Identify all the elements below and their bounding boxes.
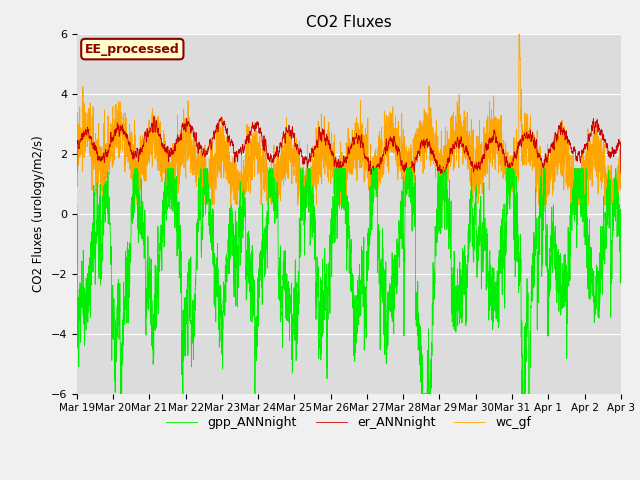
Line: wc_gf: wc_gf (77, 34, 621, 204)
Legend: gpp_ANNnight, er_ANNnight, wc_gf: gpp_ANNnight, er_ANNnight, wc_gf (161, 411, 536, 434)
Line: er_ANNnight: er_ANNnight (77, 117, 621, 177)
Title: CO2 Fluxes: CO2 Fluxes (306, 15, 392, 30)
Line: gpp_ANNnight: gpp_ANNnight (77, 168, 621, 394)
Text: EE_processed: EE_processed (85, 43, 180, 56)
Y-axis label: CO2 Fluxes (urology/m2/s): CO2 Fluxes (urology/m2/s) (32, 135, 45, 292)
